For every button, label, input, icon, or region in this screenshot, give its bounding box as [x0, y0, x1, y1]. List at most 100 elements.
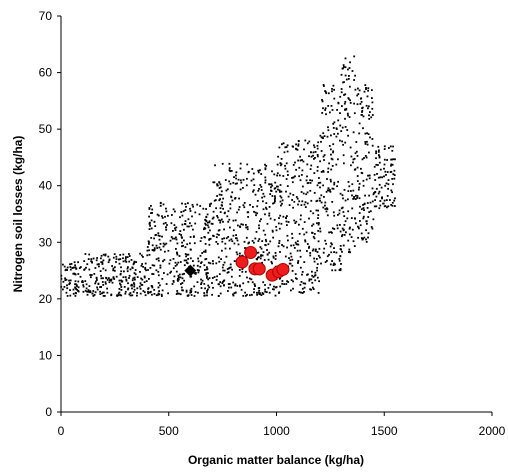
data-point: [92, 257, 95, 260]
data-point: [143, 275, 146, 278]
data-point: [233, 242, 236, 245]
data-point: [131, 284, 133, 287]
data-point: [243, 206, 246, 209]
data-point: [225, 189, 228, 192]
data-point: [193, 272, 196, 275]
data-point: [386, 159, 388, 161]
data-point: [184, 246, 187, 249]
data-point: [317, 209, 319, 212]
data-point: [347, 114, 349, 117]
data-point: [332, 151, 334, 154]
data-point: [297, 243, 300, 246]
data-point: [339, 230, 342, 233]
data-point: [129, 268, 132, 271]
data-point: [297, 261, 299, 264]
data-point: [322, 132, 325, 135]
data-point: [224, 242, 227, 245]
data-point: [157, 259, 160, 262]
data-point: [302, 160, 305, 163]
data-point: [347, 78, 350, 80]
data-point: [370, 226, 373, 228]
data-point: [96, 288, 99, 291]
data-point: [252, 172, 255, 175]
data-point: [257, 171, 260, 174]
data-point: [226, 268, 229, 270]
data-point: [377, 176, 380, 179]
data-cloud: [60, 55, 396, 297]
data-point: [265, 165, 268, 167]
data-point: [279, 251, 281, 253]
data-point: [343, 162, 345, 165]
data-point: [175, 226, 178, 229]
data-point: [311, 281, 314, 284]
data-point: [207, 272, 209, 274]
data-point: [367, 216, 370, 218]
data-point: [196, 203, 199, 206]
data-point: [271, 229, 274, 232]
data-point: [331, 90, 333, 93]
data-point: [304, 206, 307, 208]
data-point: [142, 265, 144, 268]
data-point: [281, 202, 283, 205]
data-point: [133, 283, 136, 286]
data-point: [167, 292, 169, 295]
data-point: [72, 288, 75, 291]
data-point: [174, 227, 176, 230]
data-point: [254, 237, 257, 240]
data-point: [264, 163, 266, 166]
data-point: [184, 223, 187, 226]
data-point: [145, 280, 148, 282]
data-point: [216, 233, 219, 236]
data-point: [176, 290, 179, 292]
data-point: [122, 276, 125, 279]
data-point: [308, 245, 311, 248]
data-point: [62, 263, 64, 266]
data-point: [329, 148, 332, 151]
data-point: [100, 257, 102, 260]
data-point: [131, 294, 134, 297]
data-point: [180, 236, 183, 238]
data-point: [361, 109, 364, 112]
data-point: [382, 202, 385, 205]
data-point: [207, 231, 210, 234]
data-point: [220, 190, 223, 193]
data-point: [264, 284, 266, 286]
data-point: [339, 268, 342, 270]
data-point: [149, 291, 151, 294]
data-point: [207, 288, 209, 291]
data-point: [185, 289, 188, 292]
data-point: [172, 258, 175, 260]
data-point: [246, 293, 248, 296]
data-point: [74, 291, 77, 294]
data-point: [373, 173, 376, 176]
data-point: [228, 167, 231, 169]
data-point: [194, 291, 197, 293]
data-point: [115, 275, 118, 278]
data-point: [286, 144, 289, 147]
data-point: [358, 89, 361, 92]
data-point: [331, 88, 333, 90]
data-point: [380, 186, 383, 189]
data-point: [355, 222, 357, 225]
data-point: [309, 179, 311, 182]
data-point: [162, 222, 165, 225]
data-point: [278, 240, 281, 242]
data-point: [251, 293, 253, 296]
data-point: [211, 277, 214, 279]
data-point: [130, 283, 133, 286]
data-point: [65, 291, 68, 294]
data-point: [102, 253, 105, 256]
data-point: [387, 183, 390, 186]
data-point: [165, 228, 168, 231]
data-point: [291, 264, 294, 267]
data-point: [183, 264, 186, 267]
data-point: [340, 88, 343, 90]
data-point: [325, 210, 328, 213]
data-point: [272, 256, 275, 259]
data-point: [279, 164, 282, 167]
data-point: [279, 162, 282, 164]
data-point: [342, 81, 344, 84]
data-point: [134, 273, 137, 276]
data-point: [355, 150, 358, 153]
data-point: [157, 234, 160, 237]
